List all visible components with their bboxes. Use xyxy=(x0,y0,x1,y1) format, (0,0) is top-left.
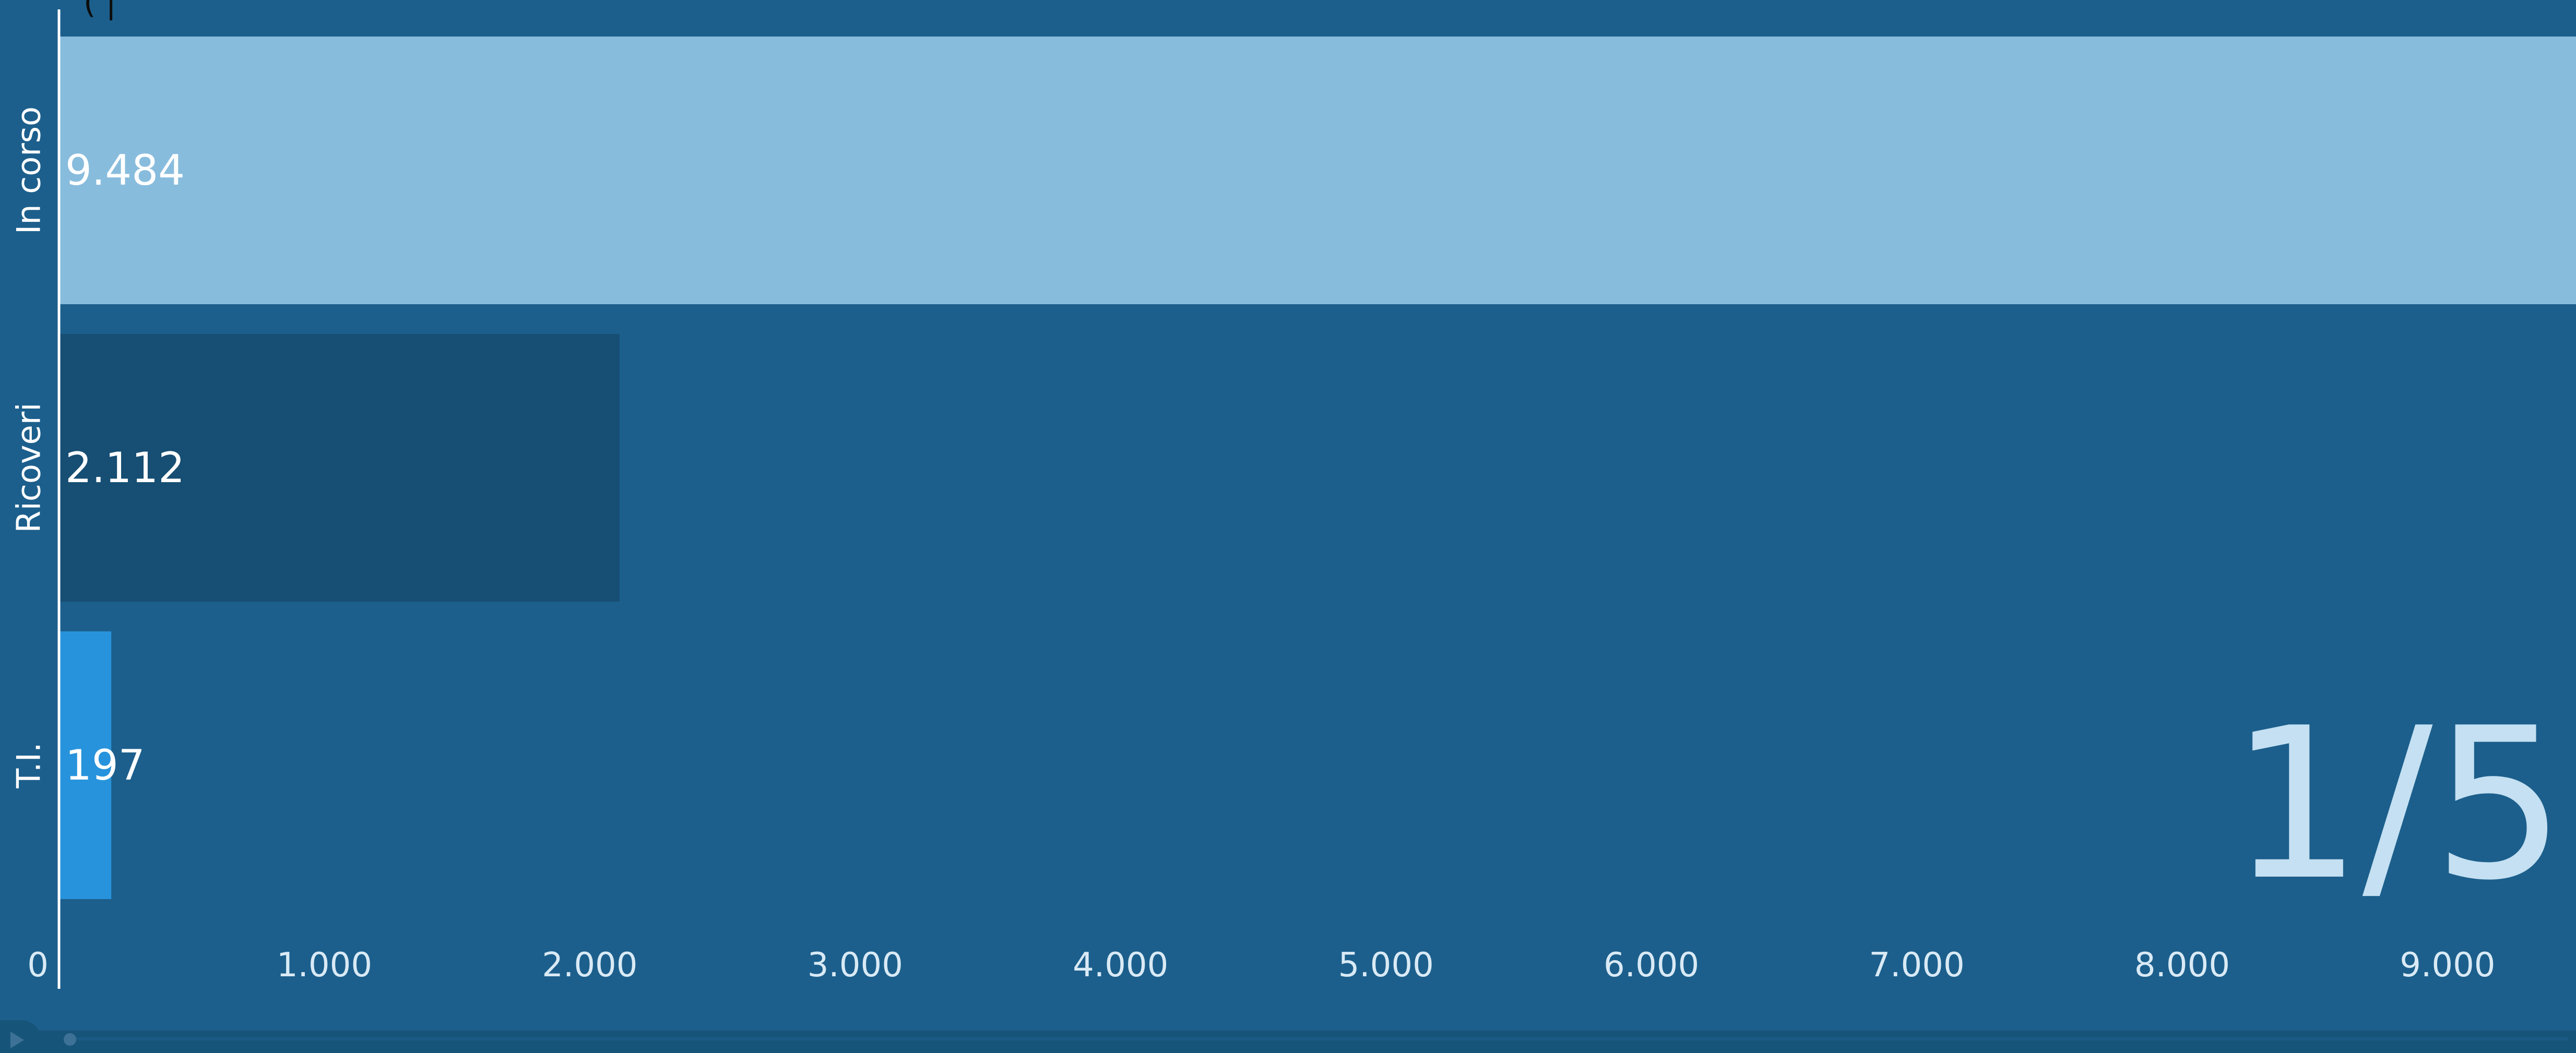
bar-1 xyxy=(59,334,620,602)
x-tick-label-4: 4.000 xyxy=(1073,946,1168,985)
x-tick-label-7: 7.000 xyxy=(1869,946,1964,985)
player-bar xyxy=(0,1031,2576,1053)
category-label-2: T.I. xyxy=(10,742,48,788)
progress-track[interactable] xyxy=(68,1037,2568,1040)
category-label-0: In corso xyxy=(10,106,48,234)
play-button[interactable] xyxy=(0,1020,42,1053)
x-tick-label-5: 5.000 xyxy=(1338,946,1434,985)
value-label-2: 197 xyxy=(65,741,145,789)
header-fragment: ( | xyxy=(84,0,116,21)
bar-0 xyxy=(59,37,2576,304)
category-label-1: Ricoveri xyxy=(10,403,48,533)
bar-2 xyxy=(59,631,112,899)
value-label-0: 9.484 xyxy=(65,146,185,195)
play-icon xyxy=(10,1031,24,1048)
progress-handle[interactable] xyxy=(64,1033,76,1046)
x-tick-label-0: 0 xyxy=(27,946,49,985)
x-tick-label-9: 9.000 xyxy=(2400,946,2495,985)
step-indicator: 1/5 xyxy=(2229,684,2566,926)
x-tick-label-8: 8.000 xyxy=(2134,946,2230,985)
value-label-1: 2.112 xyxy=(65,444,185,492)
x-tick-label-1: 1.000 xyxy=(277,946,372,985)
x-tick-label-3: 3.000 xyxy=(808,946,903,985)
x-tick-label-6: 6.000 xyxy=(1604,946,1699,985)
x-tick-label-2: 2.000 xyxy=(542,946,637,985)
